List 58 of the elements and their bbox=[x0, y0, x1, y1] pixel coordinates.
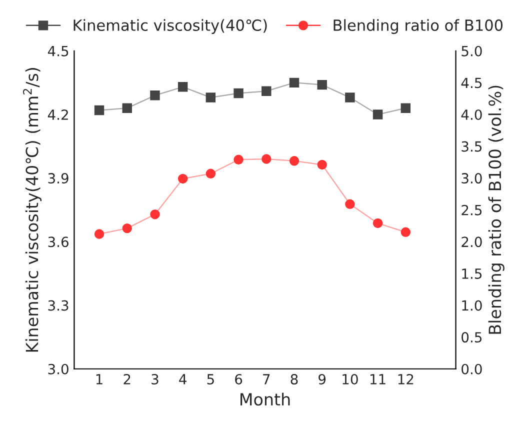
y2-tick-label: 3.0 bbox=[462, 173, 482, 184]
x-tick-label: 4 bbox=[179, 374, 186, 384]
point bbox=[262, 154, 272, 164]
y2-tick-label: 4.0 bbox=[461, 109, 482, 120]
y2-tick-label: 2.0 bbox=[462, 236, 482, 248]
point bbox=[206, 168, 216, 178]
y-tick-label: 3.3 bbox=[48, 300, 68, 311]
x-tick-label: 1 bbox=[96, 374, 102, 384]
point bbox=[122, 223, 132, 234]
point bbox=[234, 88, 244, 98]
y2-tick-label: 3.5 bbox=[462, 141, 482, 152]
legend-label: Blending ratio of B100 bbox=[334, 19, 503, 34]
point bbox=[94, 105, 104, 116]
point bbox=[317, 160, 327, 170]
x-tick-label: 6 bbox=[235, 374, 242, 384]
point bbox=[178, 82, 188, 92]
y2-axis-title: Blending ratio of B100 (vol.%) bbox=[488, 86, 504, 334]
y-tick-label: 4.2 bbox=[48, 109, 68, 120]
x-tick-label: 10 bbox=[342, 374, 358, 384]
x-axis-title: Month bbox=[240, 392, 290, 406]
y2-tick-label: 0.5 bbox=[462, 332, 482, 343]
x-tick-label: 2 bbox=[124, 374, 130, 384]
y-tick-label: 3.6 bbox=[48, 236, 68, 248]
point bbox=[206, 92, 216, 102]
x-tick-label: 5 bbox=[207, 374, 214, 384]
point bbox=[289, 78, 300, 88]
y-tick-label: 3.9 bbox=[48, 173, 68, 184]
point bbox=[372, 218, 383, 228]
x-tick-label: 3 bbox=[152, 374, 158, 384]
point bbox=[234, 154, 244, 164]
point bbox=[372, 110, 383, 120]
y2-tick-label: 4.5 bbox=[461, 78, 482, 88]
x-tick-label: 8 bbox=[290, 374, 298, 384]
x-tick-label: 7 bbox=[263, 374, 270, 384]
point bbox=[150, 90, 160, 100]
point bbox=[150, 209, 160, 220]
point bbox=[400, 103, 411, 113]
y2-tick-label: 0.0 bbox=[462, 364, 482, 374]
y2-tick-label: 1.0 bbox=[462, 300, 482, 311]
legend-label: Kinematic viscosity(40℃) bbox=[74, 19, 267, 34]
point bbox=[345, 199, 355, 210]
y2-tick-label: 1.5 bbox=[462, 268, 482, 279]
y-axis-title: Kinematic viscosity(40℃) (mm$^{2}$/s) bbox=[23, 68, 42, 352]
point bbox=[178, 174, 188, 184]
point bbox=[289, 156, 300, 166]
x-tick-label: 12 bbox=[398, 374, 414, 384]
point bbox=[400, 227, 411, 237]
x-tick-label: 9 bbox=[318, 374, 326, 384]
x-tick-label: 11 bbox=[370, 374, 386, 384]
point bbox=[122, 103, 132, 113]
point bbox=[262, 86, 272, 96]
y-tick-label: 3.0 bbox=[48, 364, 68, 374]
point bbox=[345, 92, 355, 102]
point bbox=[317, 80, 327, 90]
point bbox=[94, 229, 104, 239]
y2-tick-label: 5.0 bbox=[462, 46, 482, 56]
y-tick-label: 4.5 bbox=[48, 46, 68, 56]
y2-tick-label: 2.5 bbox=[462, 204, 482, 216]
